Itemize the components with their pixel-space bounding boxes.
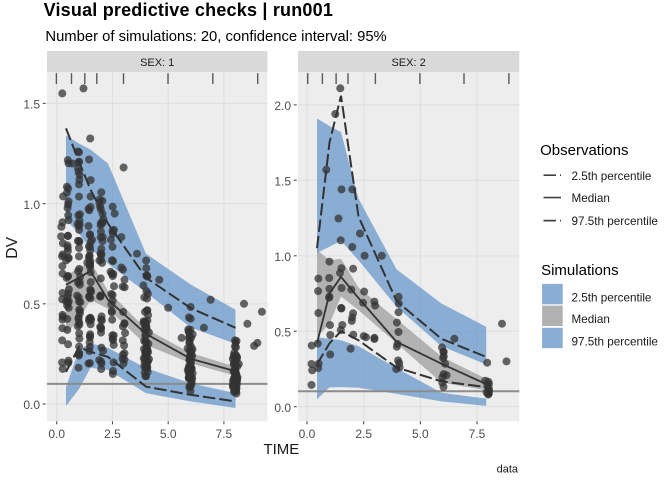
svg-text:5.0: 5.0 <box>412 427 429 441</box>
svg-text:2.5th percentile: 2.5th percentile <box>572 292 652 305</box>
svg-text:1.0: 1.0 <box>274 250 291 264</box>
svg-text:5.0: 5.0 <box>160 427 177 441</box>
svg-text:0.0: 0.0 <box>48 427 65 441</box>
svg-text:Simulations: Simulations <box>541 262 619 279</box>
svg-text:data: data <box>497 464 519 476</box>
svg-text:0.5: 0.5 <box>23 298 40 312</box>
svg-text:2.0: 2.0 <box>274 99 291 113</box>
svg-text:Observations: Observations <box>540 142 628 159</box>
svg-text:1.5: 1.5 <box>274 175 291 189</box>
svg-text:2.5th percentile: 2.5th percentile <box>572 170 652 183</box>
svg-text:1.5: 1.5 <box>23 98 40 112</box>
svg-text:0.5: 0.5 <box>274 325 291 339</box>
svg-text:7.5: 7.5 <box>469 427 486 441</box>
svg-text:2.5: 2.5 <box>355 427 372 441</box>
svg-text:2.5: 2.5 <box>104 427 121 441</box>
svg-text:1.0: 1.0 <box>23 198 40 212</box>
svg-text:97.5th percentile: 97.5th percentile <box>572 215 658 228</box>
svg-text:SEX: 1: SEX: 1 <box>140 57 174 69</box>
svg-text:0.0: 0.0 <box>299 427 316 441</box>
svg-text:0.0: 0.0 <box>23 398 40 412</box>
svg-text:Number of simulations: 20, con: Number of simulations: 20, confidence in… <box>45 29 386 45</box>
svg-text:7.5: 7.5 <box>216 427 233 441</box>
svg-text:SEX: 2: SEX: 2 <box>391 57 425 69</box>
svg-text:97.5th percentile: 97.5th percentile <box>572 335 658 348</box>
svg-text:Median: Median <box>572 313 610 326</box>
svg-text:Visual predictive checks | run: Visual predictive checks | run001 <box>44 0 333 20</box>
svg-text:0.0: 0.0 <box>274 401 291 415</box>
svg-text:Median: Median <box>572 192 610 205</box>
svg-text:TIME: TIME <box>263 441 299 458</box>
svg-text:DV: DV <box>4 236 21 258</box>
